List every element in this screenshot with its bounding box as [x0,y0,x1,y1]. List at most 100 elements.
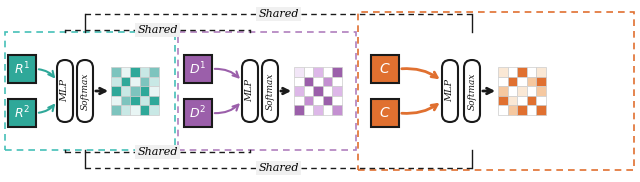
Bar [294,105,303,115]
FancyBboxPatch shape [184,55,212,83]
Bar [527,67,536,77]
Bar [332,105,342,115]
Text: Shared: Shared [137,147,178,157]
Bar [130,96,140,105]
Bar [323,105,332,115]
Bar [303,105,313,115]
Text: $C$: $C$ [379,106,391,120]
Bar [332,67,342,77]
Bar [130,105,140,115]
Bar [527,96,536,105]
Text: Softmax: Softmax [266,72,275,110]
Bar [149,77,159,86]
Bar [313,105,323,115]
Bar [140,96,149,105]
Bar [323,67,332,77]
Bar [536,86,546,96]
Bar [527,77,536,86]
Bar [120,105,130,115]
Bar [149,105,159,115]
Bar [517,105,527,115]
Bar [294,86,303,96]
FancyBboxPatch shape [371,99,399,127]
Text: $R^2$: $R^2$ [14,105,30,121]
Bar [508,96,517,105]
Text: MLP: MLP [246,80,255,102]
Bar [536,105,546,115]
Bar [130,67,140,77]
Bar [517,86,527,96]
FancyBboxPatch shape [442,60,458,122]
Bar [111,105,120,115]
FancyBboxPatch shape [77,60,93,122]
Bar [111,86,120,96]
Text: $D^2$: $D^2$ [189,105,207,121]
Text: MLP: MLP [445,80,454,102]
Bar [508,86,517,96]
FancyBboxPatch shape [242,60,258,122]
Bar [536,77,546,86]
FancyBboxPatch shape [57,60,73,122]
Bar [498,67,508,77]
Bar [332,96,342,105]
Bar [536,96,546,105]
Bar [527,105,536,115]
Text: $R^1$: $R^1$ [14,61,30,77]
Bar [120,86,130,96]
Bar [498,86,508,96]
Bar [130,86,140,96]
Bar [111,67,120,77]
Text: MLP: MLP [61,80,70,102]
Text: Shared: Shared [259,163,299,173]
Bar [517,96,527,105]
Bar [517,77,527,86]
Bar [332,77,342,86]
Bar [149,96,159,105]
Bar [111,96,120,105]
Bar [323,96,332,105]
Bar [313,96,323,105]
Bar [313,86,323,96]
FancyBboxPatch shape [371,55,399,83]
FancyBboxPatch shape [8,55,36,83]
Bar [111,77,120,86]
Bar [140,86,149,96]
Bar [527,86,536,96]
Text: Softmax: Softmax [81,72,90,110]
Bar [517,67,527,77]
Bar [149,67,159,77]
Bar [140,105,149,115]
Bar [303,86,313,96]
Bar [508,67,517,77]
Bar [120,96,130,105]
Text: $D^1$: $D^1$ [189,61,207,77]
Bar [303,67,313,77]
Bar [323,77,332,86]
FancyBboxPatch shape [464,60,480,122]
Bar [140,67,149,77]
Bar [313,67,323,77]
Bar [508,105,517,115]
Bar [332,86,342,96]
FancyBboxPatch shape [184,99,212,127]
Bar [120,77,130,86]
Text: Softmax: Softmax [467,72,477,110]
Bar [294,96,303,105]
FancyBboxPatch shape [8,99,36,127]
Bar [303,96,313,105]
Bar [294,77,303,86]
Bar [536,67,546,77]
FancyBboxPatch shape [262,60,278,122]
Bar [498,77,508,86]
Bar [313,77,323,86]
Bar [498,105,508,115]
Bar [294,67,303,77]
Bar [149,86,159,96]
Bar [508,77,517,86]
Bar [130,77,140,86]
Bar [498,96,508,105]
Bar [303,77,313,86]
Text: Shared: Shared [137,25,178,35]
Text: $C$: $C$ [379,62,391,76]
Bar [140,77,149,86]
